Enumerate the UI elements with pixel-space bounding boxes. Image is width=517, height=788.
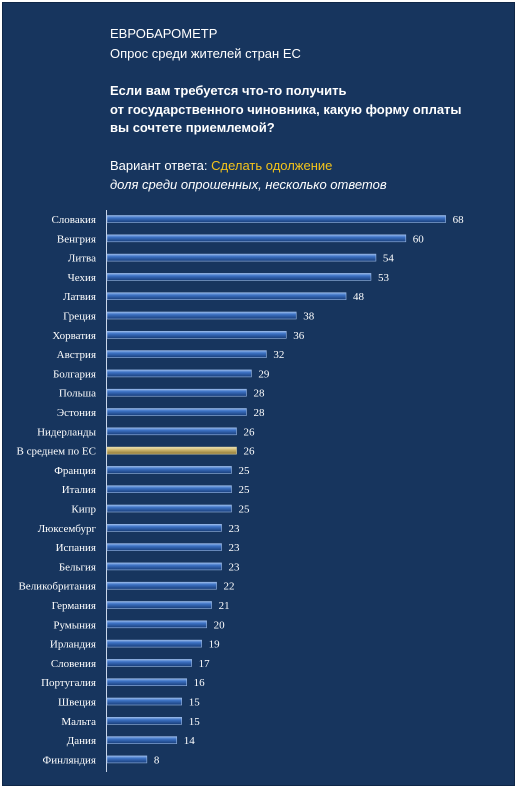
bar	[106, 485, 232, 494]
value-label: 16	[194, 677, 206, 689]
answer-prefix: Вариант ответа:	[110, 158, 208, 173]
bar	[106, 330, 287, 339]
bar	[106, 253, 377, 262]
value-label: 68	[453, 214, 465, 226]
bar	[106, 562, 222, 571]
category-label: Венгрия	[57, 233, 96, 245]
value-label: 20	[214, 619, 226, 631]
bar	[106, 504, 232, 513]
bar	[106, 273, 372, 281]
value-label: 17	[199, 658, 211, 670]
value-label: 14	[184, 735, 196, 747]
question-line-1: Если вам требуется что-то получить	[110, 83, 347, 98]
survey-subtitle: Опрос среди жителей стран ЕС	[110, 46, 301, 61]
value-label: 21	[219, 600, 230, 612]
bar	[106, 408, 247, 416]
category-label: Кипр	[71, 504, 96, 516]
value-label: 26	[243, 426, 255, 438]
bar-eu-average	[106, 446, 237, 455]
value-label: 22	[224, 581, 235, 593]
bar	[106, 639, 202, 648]
bar	[106, 697, 182, 706]
category-label: Австрия	[57, 349, 96, 361]
value-label: 25	[239, 465, 251, 477]
value-label: 48	[353, 291, 365, 303]
bar	[106, 601, 212, 609]
value-label: 36	[293, 330, 305, 342]
category-label: Германия	[52, 600, 96, 612]
category-label: Чехия	[68, 272, 96, 284]
bar	[106, 736, 178, 744]
value-label: 54	[383, 253, 395, 265]
category-label: Эстония	[57, 407, 96, 419]
bar	[106, 543, 222, 551]
value-label: 19	[209, 639, 221, 651]
source-title: ЕВРОБАРОМЕТР	[110, 26, 218, 41]
category-label: Италия	[62, 484, 96, 496]
value-label: 15	[189, 697, 201, 709]
category-label: Нидерланды	[37, 426, 97, 438]
category-label: Швеция	[58, 697, 96, 709]
bar	[106, 215, 446, 223]
bar	[106, 678, 187, 687]
category-label: Ирландия	[50, 639, 96, 651]
category-label: Румыния	[53, 619, 96, 631]
value-label: 38	[303, 311, 315, 323]
category-label: Болгария	[53, 368, 96, 380]
category-label: Словакия	[51, 214, 96, 226]
bar	[106, 755, 148, 764]
bar	[106, 388, 247, 397]
value-label: 23	[229, 523, 241, 535]
value-label: 32	[273, 349, 284, 361]
bar	[106, 466, 232, 474]
category-label: Финляндия	[43, 754, 96, 766]
bar	[106, 369, 252, 378]
chart-note: доля среди опрошенных, несколько ответов	[110, 177, 387, 192]
bar	[106, 311, 297, 320]
value-label: 29	[258, 368, 270, 380]
value-label: 28	[253, 407, 265, 419]
category-label: Великобритания	[18, 581, 96, 593]
category-label: В среднем по ЕС	[17, 446, 96, 458]
answer-option: Вариант ответа: Сделать одолжение	[110, 158, 332, 173]
category-label: Дания	[67, 735, 96, 747]
value-label: 23	[229, 561, 241, 573]
value-label: 26	[243, 446, 255, 458]
bar	[106, 234, 407, 243]
category-label: Испания	[56, 542, 96, 554]
answer-value: Сделать одолжение	[211, 158, 333, 173]
category-label: Португалия	[41, 677, 96, 689]
category-label: Хорватия	[52, 330, 96, 342]
category-label: Франция	[54, 465, 96, 477]
value-label: 60	[413, 233, 425, 245]
category-label: Мальта	[61, 716, 96, 728]
category-label: Латвия	[63, 291, 96, 303]
bar	[106, 427, 237, 436]
value-label: 15	[189, 716, 201, 728]
category-label: Литва	[68, 253, 96, 265]
category-label: Бельгия	[59, 561, 96, 573]
value-label: 25	[239, 484, 251, 496]
value-label: 25	[239, 504, 251, 516]
category-label: Греция	[63, 311, 96, 323]
bar	[106, 659, 192, 667]
value-label: 28	[253, 388, 265, 400]
question-line-2: от государственного чиновника, какую фор…	[110, 102, 462, 117]
bar	[106, 292, 347, 301]
bar	[106, 523, 222, 532]
bar	[106, 581, 217, 590]
bar	[106, 350, 267, 358]
bar	[106, 620, 207, 629]
category-label: Словения	[51, 658, 96, 670]
category-label: Польша	[59, 388, 96, 400]
value-label: 8	[154, 754, 160, 766]
category-label: Люксембург	[38, 523, 97, 535]
value-label: 23	[229, 542, 241, 554]
value-label: 53	[378, 272, 390, 284]
question-line-3: вы сочтете приемлемой?	[110, 120, 275, 135]
bar	[106, 716, 182, 725]
